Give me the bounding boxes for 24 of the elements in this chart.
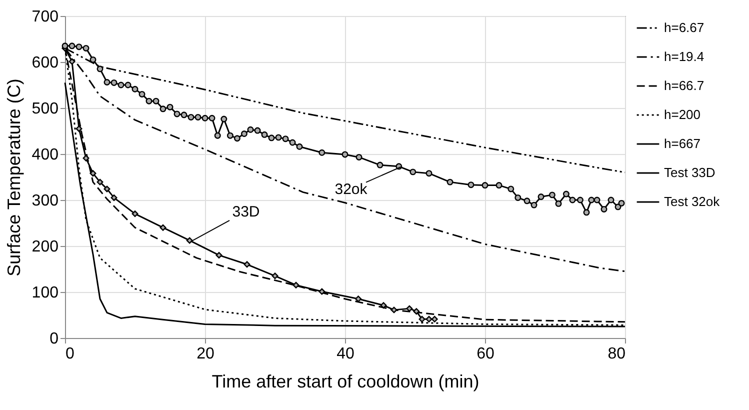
y-tick-label: 600 xyxy=(32,54,59,72)
x-tick-label: 80 xyxy=(608,346,626,362)
y-tick-label: 0 xyxy=(50,330,59,348)
legend-label: h=667 xyxy=(664,136,701,151)
y-tick-label: 200 xyxy=(32,238,59,256)
x-tick-label: 0 xyxy=(66,346,74,362)
x-tick-label: 60 xyxy=(476,346,494,362)
y-tick-label: 700 xyxy=(32,8,59,26)
y-tick-label: 300 xyxy=(32,192,59,210)
x-axis-title: Time after start of cooldown (min) xyxy=(212,372,480,392)
legend-label: Test 32ok xyxy=(664,194,720,209)
y-tick-label: 100 xyxy=(32,284,59,302)
y-tick-label: 500 xyxy=(32,100,59,118)
y-tick-label: 400 xyxy=(32,146,59,164)
x-tick-label: 20 xyxy=(196,346,214,362)
legend-label: h=66.7 xyxy=(664,78,704,93)
legend-label: Test 33D xyxy=(664,165,716,180)
legend-label: h=6.67 xyxy=(664,20,704,35)
legend-label: h=19.4 xyxy=(664,49,704,64)
annotation: 33D xyxy=(232,203,260,220)
annotation: 32ok xyxy=(334,180,368,198)
x-tick-label: 40 xyxy=(336,346,354,362)
legend-label: h=200 xyxy=(664,107,701,122)
y-axis-title: Surface Temperature (C) xyxy=(4,78,24,276)
